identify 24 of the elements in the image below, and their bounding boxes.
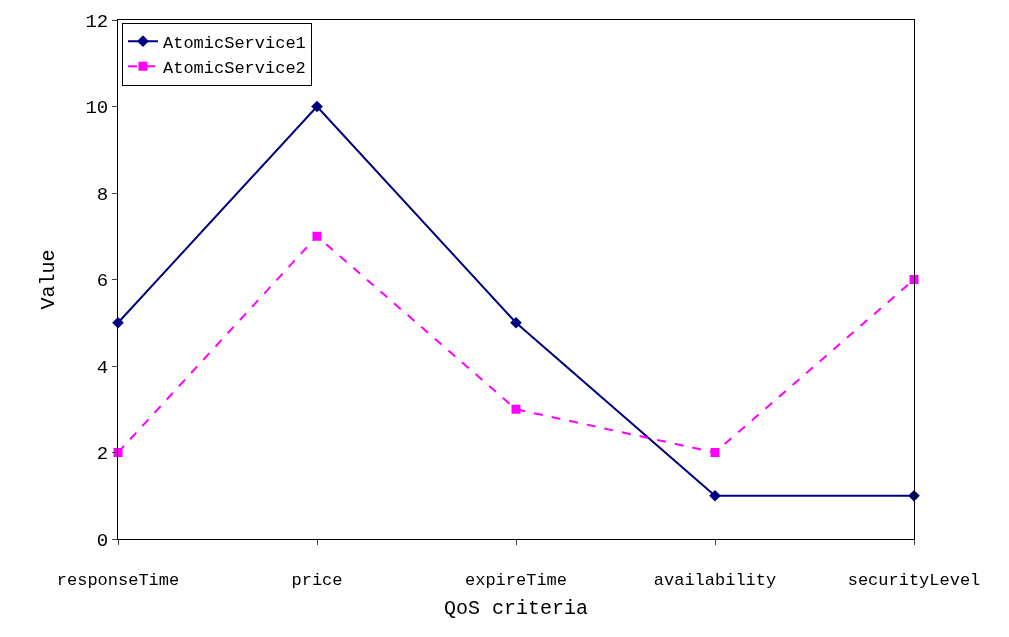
x-tick-label: securityLevel <box>847 571 981 591</box>
y-tick-label: 0 <box>96 529 109 552</box>
y-tick-label: 10 <box>85 97 109 120</box>
legend-label: AtomicService1 <box>162 33 306 53</box>
x-tick-label: responseTime <box>56 571 180 591</box>
point <box>510 316 522 329</box>
y-axis-title: Value <box>36 249 60 310</box>
x-tick-label: price <box>291 571 343 591</box>
y-tick-label: 2 <box>96 443 109 466</box>
x-axis-title: QoS criteria <box>443 596 589 620</box>
point <box>710 448 720 457</box>
point <box>511 404 521 414</box>
y-tick-label: 6 <box>96 270 109 293</box>
point <box>908 489 920 502</box>
point <box>112 316 124 329</box>
y-tick-label: 12 <box>85 10 109 33</box>
legend-label: AtomicService2 <box>162 58 306 78</box>
y-tick-label: 4 <box>96 356 109 379</box>
x-tick-label: availability <box>653 571 777 591</box>
point <box>709 489 721 502</box>
y-tick-label: 8 <box>96 183 109 206</box>
point <box>311 100 323 113</box>
x-tick-label: expireTime <box>464 571 568 591</box>
point <box>312 231 322 241</box>
